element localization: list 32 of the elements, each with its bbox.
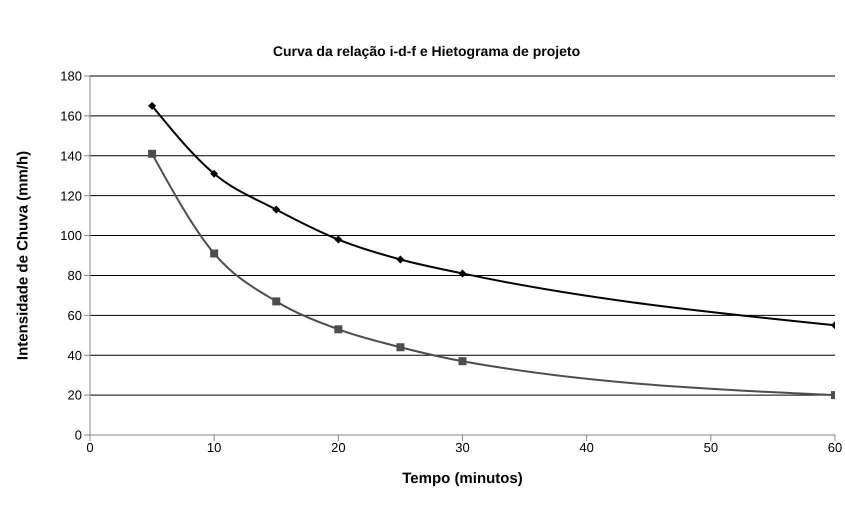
point xyxy=(148,102,156,110)
chart-title: Curva da relação i-d-f e Hietograma de projeto xyxy=(272,43,582,59)
x-tick-label: 30 xyxy=(455,440,470,456)
y-tick-label: 100 xyxy=(60,228,82,244)
x-tick-label: 10 xyxy=(206,440,222,456)
x-tick-label: 40 xyxy=(579,440,594,456)
x-tick-label: 50 xyxy=(704,440,718,456)
x-tick-label: 20 xyxy=(331,440,346,456)
point xyxy=(334,236,342,244)
y-tick-label: 20 xyxy=(68,388,82,403)
y-tick-label: 40 xyxy=(68,348,82,363)
point xyxy=(272,297,280,306)
y-tick-label: 0 xyxy=(74,428,82,443)
point xyxy=(458,269,466,278)
y-tick-label: 80 xyxy=(68,268,82,284)
y-tick-label: 180 xyxy=(60,68,82,84)
point xyxy=(396,343,404,352)
x-axis-title: Tempo (minutos) xyxy=(402,470,523,487)
point xyxy=(210,250,218,258)
point xyxy=(458,357,466,366)
point xyxy=(210,170,218,178)
x-tick-label: 0 xyxy=(86,440,94,456)
y-tick-label: 120 xyxy=(60,188,82,204)
y-tick-label: 140 xyxy=(60,148,82,164)
y-axis-title: Intensidade de Chuva (mm/h) xyxy=(14,150,32,360)
point xyxy=(334,325,342,334)
y-tick-label: 60 xyxy=(68,308,82,323)
point xyxy=(272,206,280,214)
point xyxy=(148,150,156,158)
y-tick-label: 160 xyxy=(60,108,82,124)
point xyxy=(396,255,404,264)
x-tick-label: 60 xyxy=(828,440,842,456)
